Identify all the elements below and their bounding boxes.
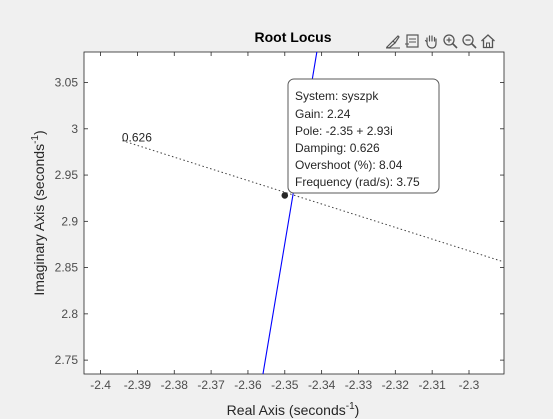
x-tick-label: -2.35 (271, 378, 299, 392)
damping-label: 0.626 (122, 131, 152, 145)
x-tick-labels: -2.4 -2.39 -2.38 -2.37 -2.36 -2.35 -2.34 -2.33-… (90, 378, 479, 392)
y-axis-label-sup: -1 (30, 135, 41, 144)
x-tick-label: -2.4 (90, 378, 111, 392)
y-tick-label: 2.9 (61, 214, 78, 228)
data-tip-line: Gain: 2.24 (295, 107, 351, 121)
data-tip-box (287, 78, 440, 194)
axis-ticks (84, 52, 504, 374)
x-axis-label-sup: -1 (346, 401, 355, 412)
y-tick-label: 2.85 (55, 261, 79, 275)
x-tick-label: -2.32 (382, 378, 410, 392)
x-tick-label: -2.33 (345, 378, 373, 392)
x-axis-label-end: ) (355, 402, 360, 418)
x-axis-label: Real Axis (seconds-1) (227, 401, 360, 418)
x-tick-label: -2.39 (124, 378, 152, 392)
x-tick-label: -2.31 (418, 378, 446, 392)
home-icon[interactable] (479, 32, 496, 50)
x-tick-label: -2.34 (308, 378, 336, 392)
axes-toolbar (384, 31, 496, 51)
chart-title: Root Locus (255, 29, 332, 45)
y-axis-label-end: ) (31, 130, 47, 135)
zoom-out-icon[interactable] (460, 32, 477, 50)
y-axis-label: Imaginary Axis (seconds-1) (30, 130, 47, 295)
data-tip-line: System: syszpk (295, 89, 379, 103)
damping-ratio-line (122, 140, 505, 263)
brush-icon[interactable] (384, 32, 401, 50)
y-tick-label: 2.75 (55, 353, 79, 367)
data-tip-line: Pole: -2.35 + 2.93i (295, 124, 393, 138)
data-tip-line: Frequency (rad/s): 3.75 (295, 175, 420, 189)
pan-icon[interactable] (422, 32, 439, 50)
x-tick-label: -2.3 (459, 378, 480, 392)
x-axis-label-main: Real Axis (seconds (227, 402, 346, 418)
y-tick-label: 3 (71, 122, 78, 136)
y-tick-label: 2.95 (55, 168, 79, 182)
selected-pole-marker[interactable] (281, 192, 289, 199)
y-tick-label: 3.05 (55, 76, 79, 90)
y-axis-label-main: Imaginary Axis (seconds (31, 144, 47, 296)
x-tick-label: -2.37 (197, 378, 225, 392)
x-tick-label: -2.36 (234, 378, 262, 392)
y-tick-label: 2.8 (61, 307, 78, 321)
y-tick-labels: 2.75 2.8 2.85 2.9 2.95 3 3.05 (55, 76, 79, 368)
x-tick-label: -2.38 (161, 378, 189, 392)
data-tip[interactable]: System: syszpk Gain: 2.24 Pole: -2.35 + … (287, 78, 440, 194)
zoom-in-icon[interactable] (441, 32, 458, 50)
data-tips-icon[interactable] (403, 32, 420, 50)
data-tip-line: Damping: 0.626 (295, 141, 380, 155)
data-tip-line: Overshoot (%): 8.04 (295, 158, 403, 172)
